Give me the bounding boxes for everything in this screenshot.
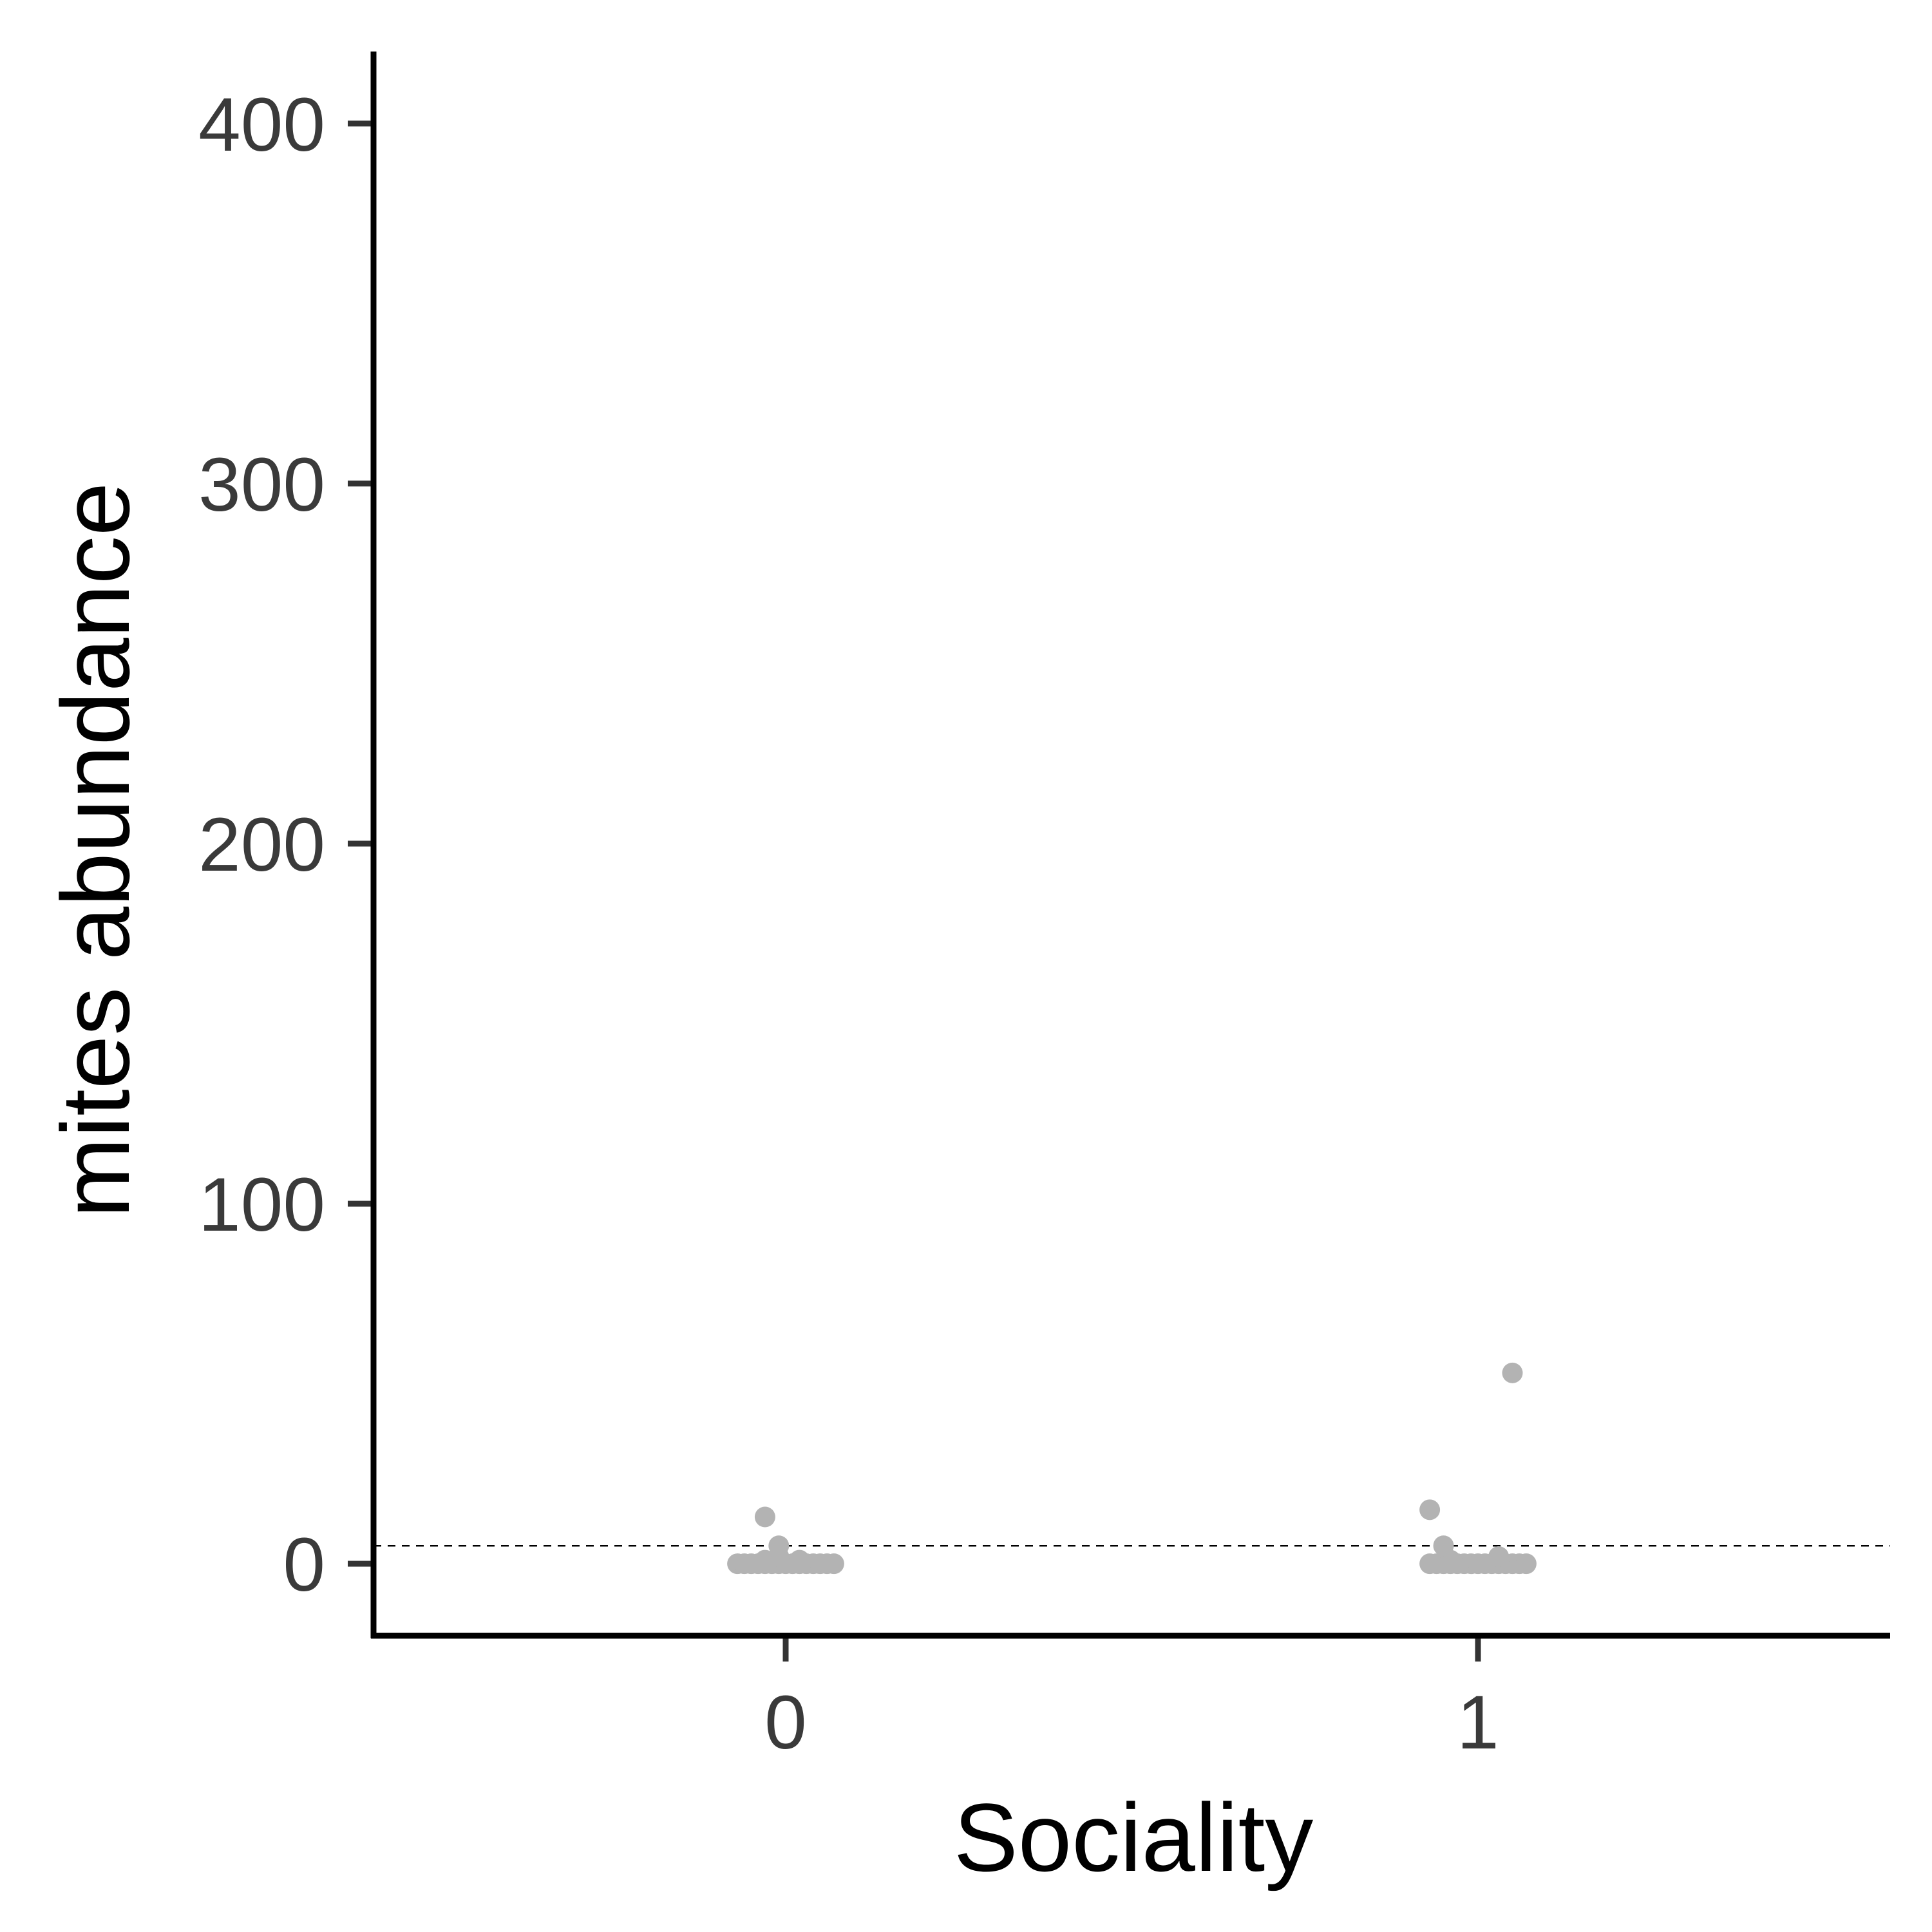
data-point: [1488, 1546, 1510, 1567]
data-point: [768, 1535, 790, 1557]
x-tick-label: 1: [1457, 1680, 1499, 1765]
y-tick-label: 300: [198, 442, 325, 527]
data-points: [727, 1362, 1537, 1575]
y-tick-label: 200: [198, 802, 325, 887]
y-axis-title: mites abundance: [41, 482, 149, 1218]
data-point: [823, 1553, 844, 1575]
data-point: [1433, 1535, 1454, 1557]
x-axis-title: Sociality: [954, 1783, 1314, 1891]
data-point: [1515, 1553, 1537, 1575]
data-point: [754, 1506, 775, 1528]
x-tick-label: 0: [764, 1680, 807, 1765]
y-tick-label: 0: [283, 1522, 325, 1607]
data-point: [1502, 1362, 1523, 1383]
data-point: [1419, 1499, 1441, 1520]
y-tick-label: 100: [198, 1162, 325, 1247]
axis-lines: [370, 52, 1890, 1639]
y-axis-ticks: 0 100 200 300 400: [198, 82, 374, 1607]
data-point: [789, 1549, 810, 1571]
y-tick-label: 400: [198, 82, 325, 167]
